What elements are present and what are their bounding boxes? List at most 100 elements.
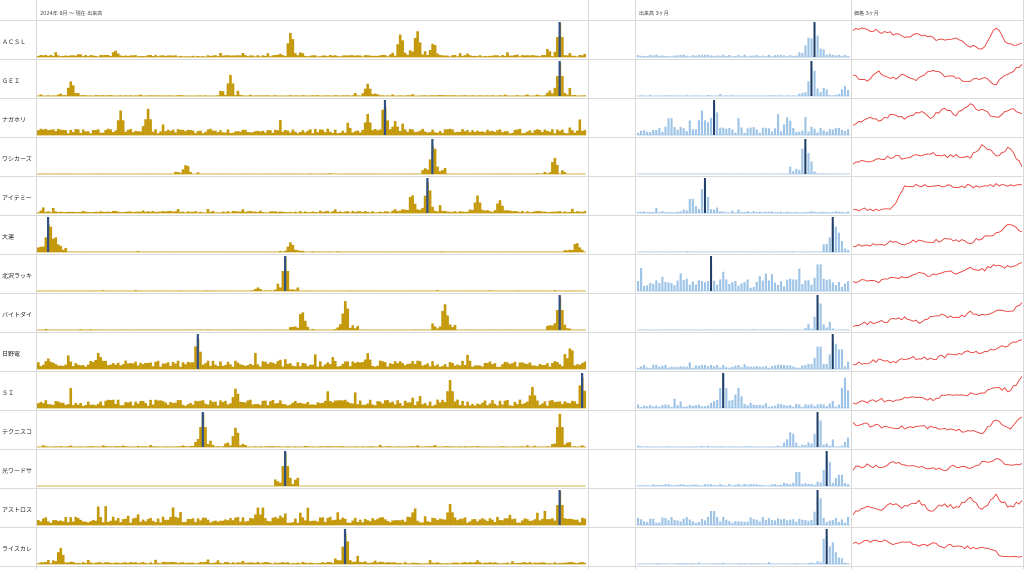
volume-bar	[728, 127, 731, 135]
volume-bar	[251, 518, 255, 525]
volume-long-chart	[37, 22, 587, 58]
volume-bar	[780, 281, 783, 291]
volume-bar	[206, 209, 210, 213]
volume-bar	[226, 442, 230, 447]
volume-bar	[476, 560, 479, 564]
volume-long-chart	[37, 178, 587, 214]
volume-bar	[214, 520, 217, 525]
volume-bar	[438, 171, 442, 174]
price-line	[852, 416, 1023, 435]
volume-bar	[328, 446, 332, 447]
volume-bar	[241, 209, 245, 213]
volume-bar	[694, 129, 697, 135]
volume-bar	[191, 55, 195, 57]
volume-bar	[286, 271, 290, 291]
volume-bar	[296, 477, 300, 486]
volume-bar	[204, 403, 207, 408]
volume-bar	[274, 403, 277, 408]
volume-bar	[486, 521, 489, 525]
price-chart	[852, 64, 1023, 86]
volume-bar	[825, 89, 828, 96]
volume-bar	[461, 518, 464, 525]
volume-bar	[433, 404, 437, 408]
volume-bar	[171, 361, 175, 369]
volume-bar	[179, 55, 182, 57]
volume-bar	[658, 127, 661, 135]
volume-bar	[546, 519, 549, 525]
volume-bar	[553, 402, 557, 408]
volume-bar	[423, 131, 427, 135]
volume-bar	[679, 521, 682, 525]
volume-bar	[231, 366, 235, 369]
volume-bar	[204, 517, 207, 525]
volume-bar	[164, 519, 167, 525]
volume-bar	[679, 211, 682, 213]
volume-bar	[451, 391, 454, 408]
volume-bar	[101, 132, 105, 135]
volume-bar	[658, 282, 661, 291]
volume-bar	[798, 446, 801, 447]
volume-bar	[458, 211, 462, 213]
volume-bar	[391, 364, 394, 369]
volume-bar	[41, 207, 45, 213]
volume-bar	[688, 56, 691, 57]
volume-bar	[518, 212, 522, 213]
volume-bar	[810, 328, 813, 330]
volume-bar	[286, 363, 290, 369]
volume-bar	[186, 166, 190, 174]
volume-bar	[146, 405, 150, 408]
volume-bar	[728, 484, 731, 486]
volume-bar	[426, 405, 429, 408]
volume-bar	[813, 128, 816, 135]
volume-bar	[309, 173, 312, 174]
volume-bar	[161, 363, 165, 369]
volume-bar	[216, 405, 220, 408]
volume-bar	[834, 406, 837, 408]
volume-bar	[713, 511, 716, 525]
volume-bar	[224, 55, 227, 57]
volume-bar	[149, 95, 152, 96]
volume-bar	[381, 562, 384, 564]
volume-bar	[461, 562, 464, 564]
volume-bar	[418, 209, 422, 213]
volume-bar	[418, 395, 422, 408]
volume-bar	[496, 366, 499, 369]
volume-bar	[508, 55, 512, 57]
volume-bar	[706, 484, 710, 486]
volume-bar	[136, 131, 140, 135]
volume-bar	[513, 129, 517, 135]
volume-bar	[737, 387, 740, 408]
volume-bar	[176, 360, 180, 369]
volume-bar	[129, 128, 132, 135]
volume-bar	[381, 361, 384, 369]
volume-bar	[691, 281, 694, 291]
volume-bar	[737, 54, 740, 57]
volume-bar	[655, 522, 658, 525]
volume-bar	[478, 95, 482, 96]
volume-bar	[156, 518, 160, 525]
volume-bar	[189, 403, 192, 408]
volume-bar	[776, 55, 780, 57]
volume-bar	[541, 518, 544, 525]
volume-bar	[468, 209, 472, 213]
volume-bar	[56, 128, 60, 135]
volume-bar	[673, 519, 676, 525]
volume-short-chart	[637, 529, 850, 565]
volume-bar	[39, 401, 43, 408]
volume-bar	[581, 561, 584, 564]
volume-bar	[526, 363, 529, 369]
volume-bar	[583, 562, 587, 564]
volume-bar	[583, 361, 587, 369]
volume-bar	[304, 132, 307, 135]
volume-bar	[807, 324, 810, 330]
volume-bar	[581, 249, 584, 252]
volume-bar	[411, 446, 414, 447]
volume-bar	[398, 131, 402, 135]
volume-bar	[343, 211, 347, 213]
volume-bar	[426, 446, 429, 447]
volume-bar	[719, 563, 722, 564]
volume-bar	[86, 212, 90, 213]
volume-bar	[351, 361, 355, 369]
volume-bar	[752, 519, 755, 525]
volume-bar	[443, 563, 447, 564]
